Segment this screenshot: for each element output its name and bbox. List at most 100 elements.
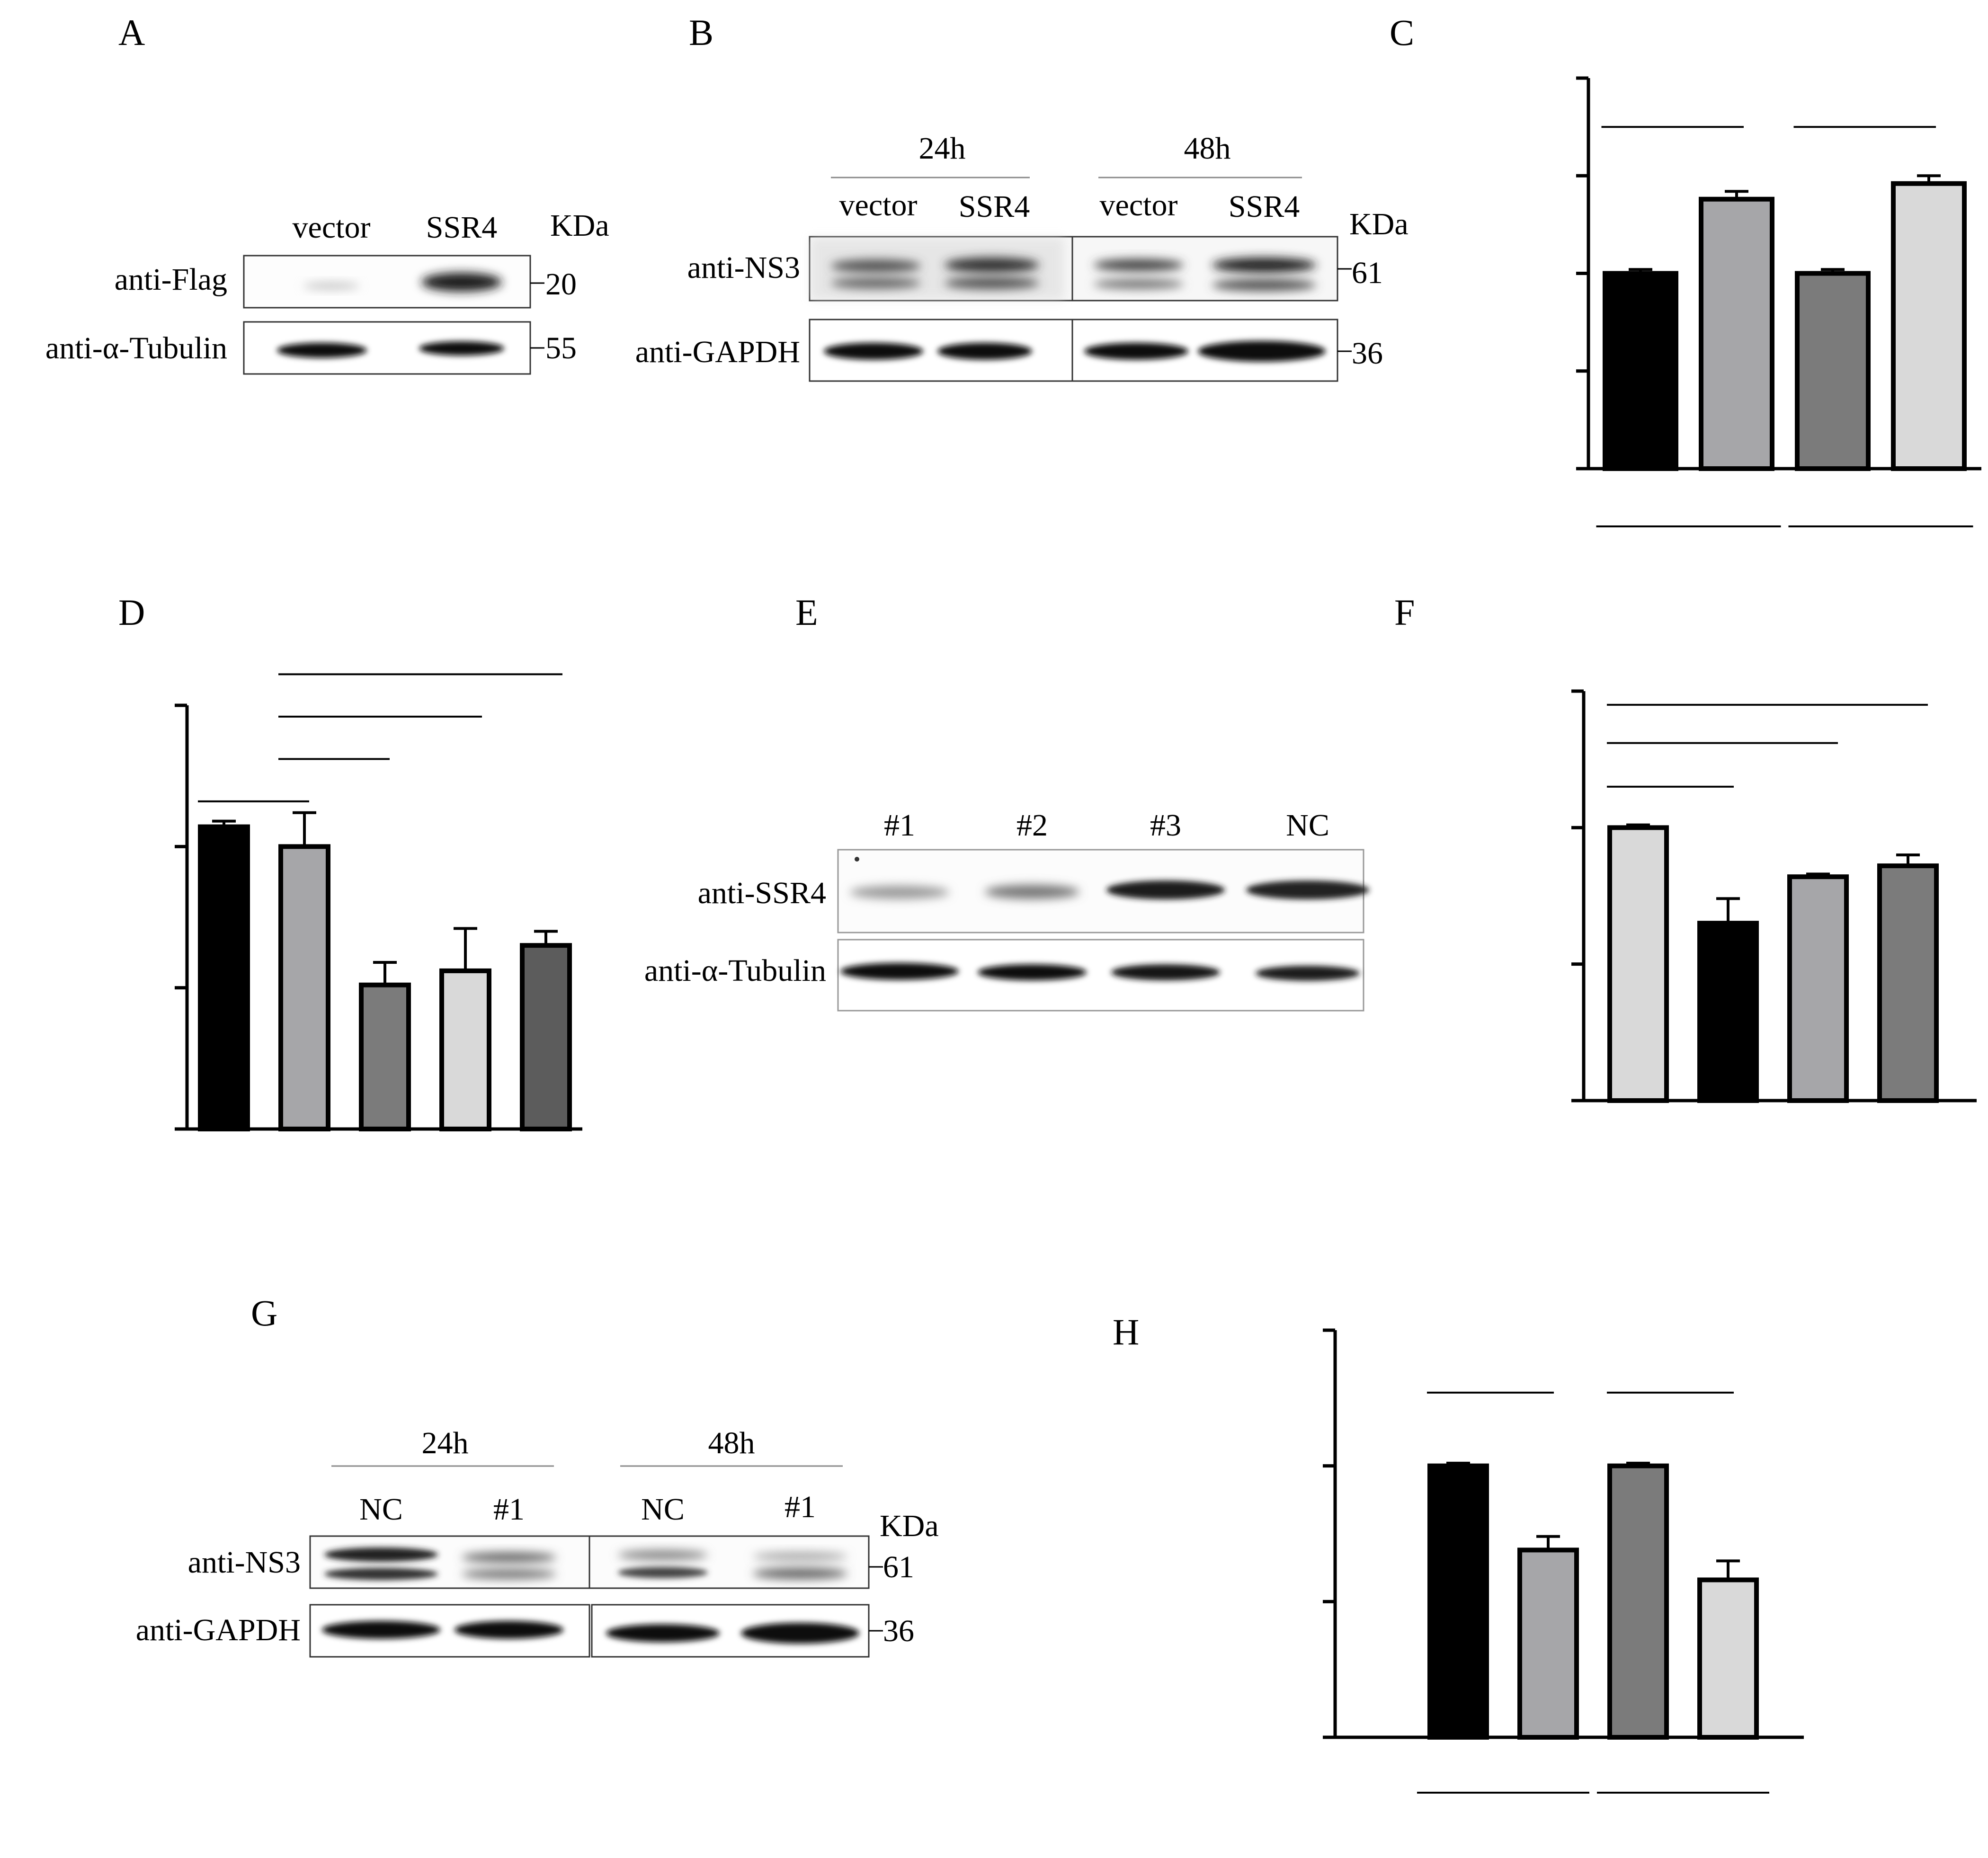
panel-b-kda-label: KDa	[1349, 207, 1409, 241]
panel-b-band-ns3-4a	[1212, 258, 1316, 273]
panel-b-band-ns3-4b	[1212, 279, 1316, 291]
panel-e-band-tubulin-4	[1256, 966, 1360, 981]
bar	[1517, 1547, 1579, 1740]
bar	[1877, 863, 1939, 1103]
panel-b-kda-61: 61	[1352, 256, 1383, 290]
panel-a-band-tubulin-vector	[277, 343, 367, 358]
panel-f-letter: F	[1394, 592, 1415, 633]
bar	[1697, 1577, 1759, 1740]
panel-b-band-gapdh-4	[1198, 341, 1326, 362]
panel-a-lane-1: vector	[293, 210, 371, 245]
panel-g-time-24h: 24h	[422, 1426, 469, 1460]
panel-g-lane-3: NC	[641, 1492, 685, 1527]
panel-e-band-ssr4-2	[985, 885, 1079, 899]
panel-g-row-label-gapdh: anti-GAPDH	[136, 1613, 301, 1647]
panel-b-band-ns3-3a	[1094, 259, 1184, 271]
bar	[278, 844, 330, 1132]
panel-b-band-ns3-3b	[1094, 279, 1184, 289]
panel-b-lane-3: vector	[1100, 188, 1178, 222]
panel-g-letter: G	[251, 1292, 277, 1333]
bar	[439, 968, 491, 1132]
panel-e-lane-2: #2	[1016, 808, 1048, 843]
panel-a-kda-20: 20	[545, 267, 577, 302]
panel-b-letter: B	[689, 12, 713, 53]
panel-g-band-ns3-1a	[324, 1547, 438, 1562]
panel-g-row-label-ns3: anti-NS3	[188, 1545, 301, 1580]
panel-g-kda-36: 36	[883, 1614, 914, 1648]
panel-a-band-flag-ssr4	[421, 273, 502, 292]
panel-b-time-48h: 48h	[1184, 131, 1231, 166]
panel-a: A vector SSR4 KDa anti-Flag 20 anti-α-Tu…	[45, 12, 609, 375]
panel-b-band-ns3-1a	[831, 259, 921, 273]
panel-g-band-ns3-3a	[618, 1550, 708, 1560]
panel-a-kda-label: KDa	[550, 208, 609, 243]
panel-c-letter: C	[1390, 12, 1414, 53]
panel-b: B 24h 48h vector SSR4 vector SSR4 KDa an…	[635, 12, 1409, 382]
panel-g-band-ns3-2b	[462, 1569, 556, 1579]
panel-g-lane-2: #1	[493, 1492, 525, 1527]
bar	[1795, 271, 1871, 471]
panel-e-lane-3: #3	[1150, 808, 1181, 843]
panel-b-band-ns3-2a	[945, 258, 1039, 273]
panel-e-band-tubulin-1	[840, 963, 959, 980]
panel-b-lane-1: vector	[839, 188, 918, 222]
panel-e-band-ssr4-1	[850, 886, 949, 899]
bar	[1607, 1463, 1669, 1740]
panel-g-band-gapdh-4	[741, 1623, 859, 1644]
chart-c	[1576, 76, 1981, 527]
panel-a-kda-55: 55	[545, 331, 577, 365]
panel-a-band-tubulin-ssr4	[419, 341, 504, 356]
bar	[1697, 921, 1759, 1103]
panel-h-letter: H	[1113, 1311, 1139, 1352]
panel-e-lane-4: NC	[1286, 808, 1329, 843]
panel-e-letter: E	[795, 592, 818, 633]
panel-g-band-gapdh-2	[455, 1621, 563, 1639]
bar	[1603, 271, 1678, 471]
panel-e: E #1 #2 #3 NC anti-SSR4 anti-α-Tubulin	[644, 592, 1369, 1012]
panel-b-lane-4: SSR4	[1229, 189, 1300, 224]
panel-b-time-24h: 24h	[919, 131, 966, 166]
panel-g-time-48h: 48h	[708, 1426, 755, 1460]
panel-b-row-label-ns3: anti-NS3	[687, 250, 800, 285]
panel-g-lane-1: NC	[359, 1492, 403, 1527]
panel-b-band-gapdh-3	[1084, 343, 1188, 360]
chart-h	[1323, 1328, 1804, 1794]
panel-g-band-ns3-1b	[324, 1568, 438, 1580]
panel-a-row-label-flag: anti-Flag	[115, 262, 227, 297]
bar	[1699, 196, 1774, 471]
panel-a-band-flag-vector	[303, 282, 360, 290]
panel-d-letter: D	[118, 592, 145, 633]
panel-g-band-ns3-4a	[753, 1552, 847, 1561]
panel-a-letter: A	[118, 12, 145, 53]
panel-b-row-label-gapdh: anti-GAPDH	[635, 335, 800, 369]
bar	[1607, 825, 1669, 1103]
panel-g-lane-4: #1	[785, 1490, 816, 1524]
panel-e-band-tubulin-2	[978, 964, 1087, 980]
panel-g-band-ns3-3b	[618, 1567, 708, 1578]
chart-f	[1571, 689, 1977, 1103]
panel-e-row-label-ssr4: anti-SSR4	[698, 876, 826, 910]
panel-a-row-label-tubulin: anti-α-Tubulin	[45, 331, 227, 365]
chart-d	[175, 673, 582, 1132]
panel-e-dust-speck	[855, 857, 859, 862]
bar	[520, 943, 572, 1131]
panel-b-kda-36: 36	[1352, 336, 1383, 371]
panel-g-band-gapdh-3	[606, 1624, 720, 1642]
panel-e-lane-1: #1	[884, 808, 915, 843]
panel-a-lane-2: SSR4	[426, 210, 497, 245]
panel-b-band-gapdh-1	[824, 343, 923, 360]
panel-g-band-ns3-4b	[753, 1568, 847, 1579]
bar	[1787, 874, 1849, 1103]
bar	[1891, 181, 1967, 471]
panel-g-band-gapdh-1	[322, 1621, 440, 1639]
panel-g: G 24h 48h NC #1 NC #1 KDa anti-NS3 61 an…	[136, 1292, 939, 1658]
panel-b-band-gapdh-2	[937, 343, 1032, 360]
panel-g-kda-61: 61	[883, 1550, 914, 1584]
panel-b-band-ns3-1b	[831, 277, 921, 289]
panel-e-row-label-tubulin: anti-α-Tubulin	[644, 953, 826, 988]
panel-e-band-tubulin-3	[1111, 964, 1220, 980]
panel-b-band-ns3-2b	[945, 277, 1039, 289]
panel-g-band-ns3-2a	[462, 1552, 556, 1563]
panel-b-lane-2: SSR4	[959, 189, 1030, 224]
bar	[359, 982, 411, 1131]
